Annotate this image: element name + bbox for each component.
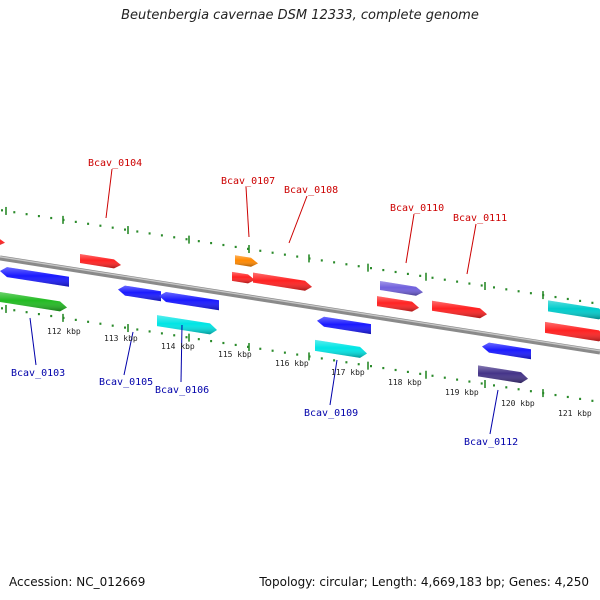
gene-bcav-0109: [317, 316, 371, 335]
gene-bcav-0111: [432, 300, 487, 319]
gene-label-bcav-0110: Bcav_0110: [390, 203, 444, 214]
leader-line: [405, 213, 415, 264]
gene-label-bcav-0109: Bcav_0109: [304, 408, 358, 419]
backbone: [0, 255, 600, 355]
accession-text: Accession: NC_012669: [9, 575, 146, 589]
leader-line: [466, 223, 477, 275]
map-title: Beutenbergia cavernae DSM 12333, complet…: [121, 8, 479, 23]
gene-bcav-0110: [380, 281, 423, 296]
backbone-highlight: [0, 256, 600, 352]
leader-line: [288, 195, 308, 244]
gene-bcav-0106: [159, 292, 219, 311]
leader-line: [105, 168, 113, 219]
feature-arrow: [548, 300, 600, 320]
scale-label: 112 kbp: [47, 327, 81, 336]
gene-label-bcav-0108: Bcav_0108: [284, 185, 338, 196]
leader-line: [245, 186, 250, 238]
feature-arrow: [0, 239, 5, 245]
scale-label: 118 kbp: [388, 378, 422, 387]
gene-bcav-0104: [80, 254, 121, 269]
feature-arrow: [478, 365, 528, 384]
feature-arrow: [232, 271, 255, 284]
gene-label-bcav-0111: Bcav_0111: [453, 213, 507, 224]
gene-label-bcav-0112: Bcav_0112: [464, 437, 518, 448]
leader-line: [489, 389, 499, 435]
scale-label: 117 kbp: [331, 368, 365, 377]
leader-line: [123, 331, 134, 376]
gene-bcav-0105: [118, 285, 161, 302]
scale-label: 116 kbp: [275, 359, 309, 368]
gene-label-bcav-0106: Bcav_0106: [155, 385, 209, 396]
feature-arrow: [157, 315, 217, 335]
scale-label: 113 kbp: [104, 334, 138, 343]
feature-arrow: [377, 296, 419, 312]
gene-label-bcav-0105: Bcav_0105: [99, 377, 153, 388]
gene-label-bcav-0107: Bcav_0107: [221, 176, 275, 187]
feature-arrow: [545, 321, 600, 342]
leader-line: [180, 324, 183, 383]
scale-label: 114 kbp: [161, 342, 195, 351]
scale-label: 121 kbp: [558, 409, 592, 418]
gene-bcav-0107: [235, 255, 258, 267]
gene-label-bcav-0104: Bcav_0104: [88, 158, 142, 169]
topology-summary: Topology: circular; Length: 4,669,183 bp…: [259, 575, 589, 589]
scale-label: 119 kbp: [445, 388, 479, 397]
gene-bcav-0103: [0, 292, 67, 312]
gene-label-bcav-0103: Bcav_0103: [11, 368, 65, 379]
leader-line: [29, 317, 37, 366]
scale-label: 115 kbp: [218, 350, 252, 359]
feature-arrow: [315, 339, 367, 358]
gene-bcav-0112: [482, 342, 531, 360]
leader-line: [329, 359, 338, 406]
feature-arrow: [0, 267, 69, 287]
scale-label: 120 kbp: [501, 399, 535, 408]
gene-bcav-0108: [253, 272, 312, 291]
